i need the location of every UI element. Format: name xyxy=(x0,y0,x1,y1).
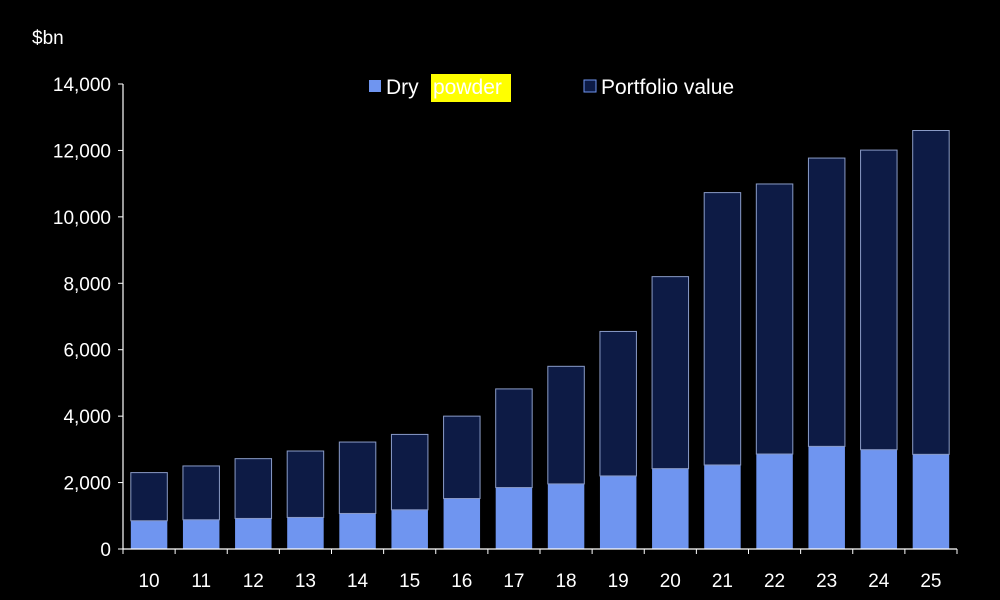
bar-segment-dry-powder xyxy=(756,454,793,549)
bar-segment-dry-powder xyxy=(808,446,845,549)
bar-segment-dry-powder xyxy=(652,468,689,549)
x-tick-label: 13 xyxy=(295,571,316,592)
bar-segment-portfolio-value xyxy=(234,458,273,519)
x-tick-label: 16 xyxy=(451,571,472,592)
y-tick-label: 6,000 xyxy=(63,341,111,362)
x-tick-label: 10 xyxy=(138,571,159,592)
bar-segment-portfolio-value xyxy=(495,388,533,489)
bar-segment-portfolio-value xyxy=(755,183,794,455)
axes-layer: 0 2,000 4,000 6,000 8,000 10,000 12,000 14,000 1… xyxy=(53,75,958,592)
x-tick-label: 20 xyxy=(660,571,681,592)
bar-segment-dry-powder xyxy=(235,518,272,549)
bar-segment-dry-powder xyxy=(912,454,950,549)
bar-segment-portfolio-value xyxy=(807,157,846,447)
x-tick-label: 19 xyxy=(608,571,629,592)
legend-label-dry-powder-highlight: powder xyxy=(433,76,502,99)
y-tick-label: 10,000 xyxy=(53,208,111,229)
y-tick-label: 4,000 xyxy=(63,407,111,428)
bar-segment-portfolio-value xyxy=(390,433,429,511)
x-tick-label: 15 xyxy=(399,571,420,592)
bar-segment-portfolio-value xyxy=(547,365,585,485)
legend-swatch-portfolio-value xyxy=(583,79,597,93)
x-tick-label: 21 xyxy=(712,571,733,592)
bar-segment-portfolio-value xyxy=(703,192,742,466)
x-tick-label: 14 xyxy=(347,571,369,592)
bar-segment-portfolio-value xyxy=(599,330,637,477)
bar-segment-portfolio-value xyxy=(286,450,325,518)
x-tick-label: 24 xyxy=(868,571,890,592)
bar-segment-portfolio-value xyxy=(443,415,481,500)
y-tick-label: 12,000 xyxy=(53,141,111,162)
bar-segment-portfolio-value xyxy=(338,441,377,514)
x-tick-label: 12 xyxy=(243,571,264,592)
legend-highlight-box xyxy=(431,74,511,102)
bar-segment-dry-powder xyxy=(495,487,533,549)
x-tick-label: 17 xyxy=(503,571,524,592)
bar-segment-dry-powder xyxy=(287,517,324,549)
bar-segment-dry-powder xyxy=(182,519,220,549)
legend-label-portfolio-value: Portfolio value xyxy=(601,76,734,99)
x-tick-label: 18 xyxy=(555,571,576,592)
y-tick-label: 8,000 xyxy=(63,274,111,295)
bars-layer xyxy=(130,130,950,549)
bar-segment-portfolio-value xyxy=(651,276,690,470)
bar-segment-dry-powder xyxy=(704,464,741,549)
bar-segment-dry-powder xyxy=(339,513,376,549)
y-tick-label: 2,000 xyxy=(63,474,111,495)
bar-segment-portfolio-value xyxy=(130,472,168,522)
bar-segment-dry-powder xyxy=(130,520,168,549)
bar-segment-portfolio-value xyxy=(182,465,220,521)
legend: Dry powder Portfolio value xyxy=(369,74,734,102)
x-tick-label: 23 xyxy=(816,571,837,592)
y-axis-unit-label: $bn xyxy=(32,28,64,49)
bar-segment-portfolio-value xyxy=(860,149,898,451)
bar-segment-dry-powder xyxy=(599,475,637,549)
y-tick-label: 0 xyxy=(100,540,111,561)
bar-segment-dry-powder xyxy=(860,449,898,549)
x-tick-label: 25 xyxy=(920,571,941,592)
bar-segment-portfolio-value xyxy=(912,130,950,455)
legend-label-dry-powder-prefix: Dry xyxy=(386,76,419,99)
bar-segment-dry-powder xyxy=(547,483,585,549)
y-tick-label: 14,000 xyxy=(53,75,111,96)
x-tick-label: 22 xyxy=(764,571,785,592)
bar-segment-dry-powder xyxy=(391,509,428,549)
legend-swatch-dry-powder xyxy=(369,80,381,92)
bar-segment-dry-powder xyxy=(443,498,481,549)
x-tick-label: 11 xyxy=(191,571,211,592)
